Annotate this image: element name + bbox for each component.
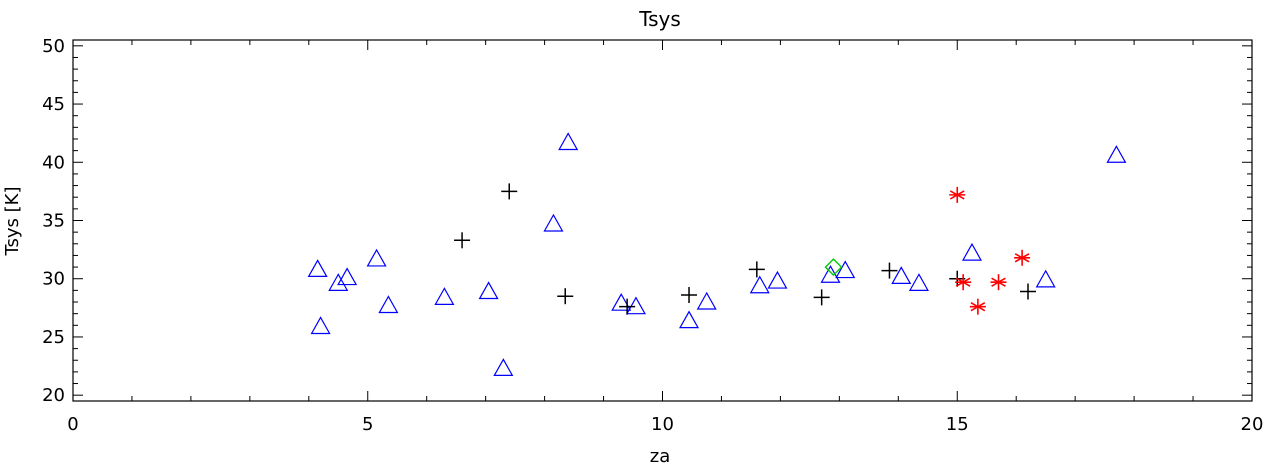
triangle-point [366, 248, 387, 267]
plus-point [557, 288, 574, 305]
axes: 0 5 10 15 20 20 25 30 35 40 45 50 [42, 36, 1263, 435]
triangle-point [434, 287, 455, 305]
asterisk-point [949, 186, 966, 203]
triangle-point [493, 358, 514, 376]
diamond-point [824, 258, 843, 277]
triangle-point [891, 266, 912, 284]
plus-point [813, 289, 830, 306]
triangle-point [310, 316, 331, 335]
triangle-point [337, 267, 358, 286]
triangle-point [679, 310, 700, 329]
plus-point [681, 287, 698, 304]
x-tick-label: 5 [362, 414, 373, 435]
x-tick-label: 0 [67, 414, 78, 435]
plus-point [748, 261, 765, 278]
triangle-point [378, 295, 399, 314]
triangle-point [307, 259, 328, 278]
triangle-point [625, 296, 646, 315]
y-tick-label: 50 [42, 36, 65, 57]
x-axis-title: za [650, 446, 670, 467]
triangle-point [835, 260, 856, 279]
triangle-point [961, 242, 983, 261]
asterisk-point [955, 274, 972, 291]
triangle-point [328, 273, 349, 291]
triangle-point [611, 292, 632, 311]
triangle-point [908, 273, 929, 291]
triangle-point [820, 265, 841, 283]
triangle-point [1106, 145, 1127, 163]
y-tick-label: 35 [42, 211, 65, 232]
asterisk-point [1014, 249, 1031, 266]
triangle-point [558, 132, 579, 151]
plus-point [881, 262, 898, 279]
triangle-point [543, 213, 564, 232]
triangle-point [749, 275, 770, 294]
asterisk-point [990, 274, 1007, 291]
asterisk-point [969, 298, 986, 315]
triangle-point [478, 281, 499, 300]
chart-title: Tsys [638, 7, 681, 31]
data-marks [307, 132, 1127, 376]
x-tick-label: 15 [946, 414, 969, 435]
y-tick-label: 45 [42, 94, 65, 115]
plot-frame [72, 39, 1253, 402]
y-axis-title: Tsys [K] [2, 187, 23, 257]
y-tick-label: 30 [42, 269, 65, 290]
y-tick-label: 25 [42, 327, 65, 348]
triangle-point [767, 270, 788, 289]
plus-point [1019, 283, 1036, 300]
x-tick-label: 20 [1241, 414, 1264, 435]
plus-point [619, 298, 636, 315]
plus-point [454, 232, 471, 249]
x-tick-label: 10 [651, 414, 674, 435]
y-tick-label: 20 [42, 385, 65, 406]
triangle-point [1035, 269, 1056, 288]
y-tick-label: 40 [42, 152, 65, 173]
triangle-point [696, 291, 717, 310]
plus-point [501, 183, 518, 200]
